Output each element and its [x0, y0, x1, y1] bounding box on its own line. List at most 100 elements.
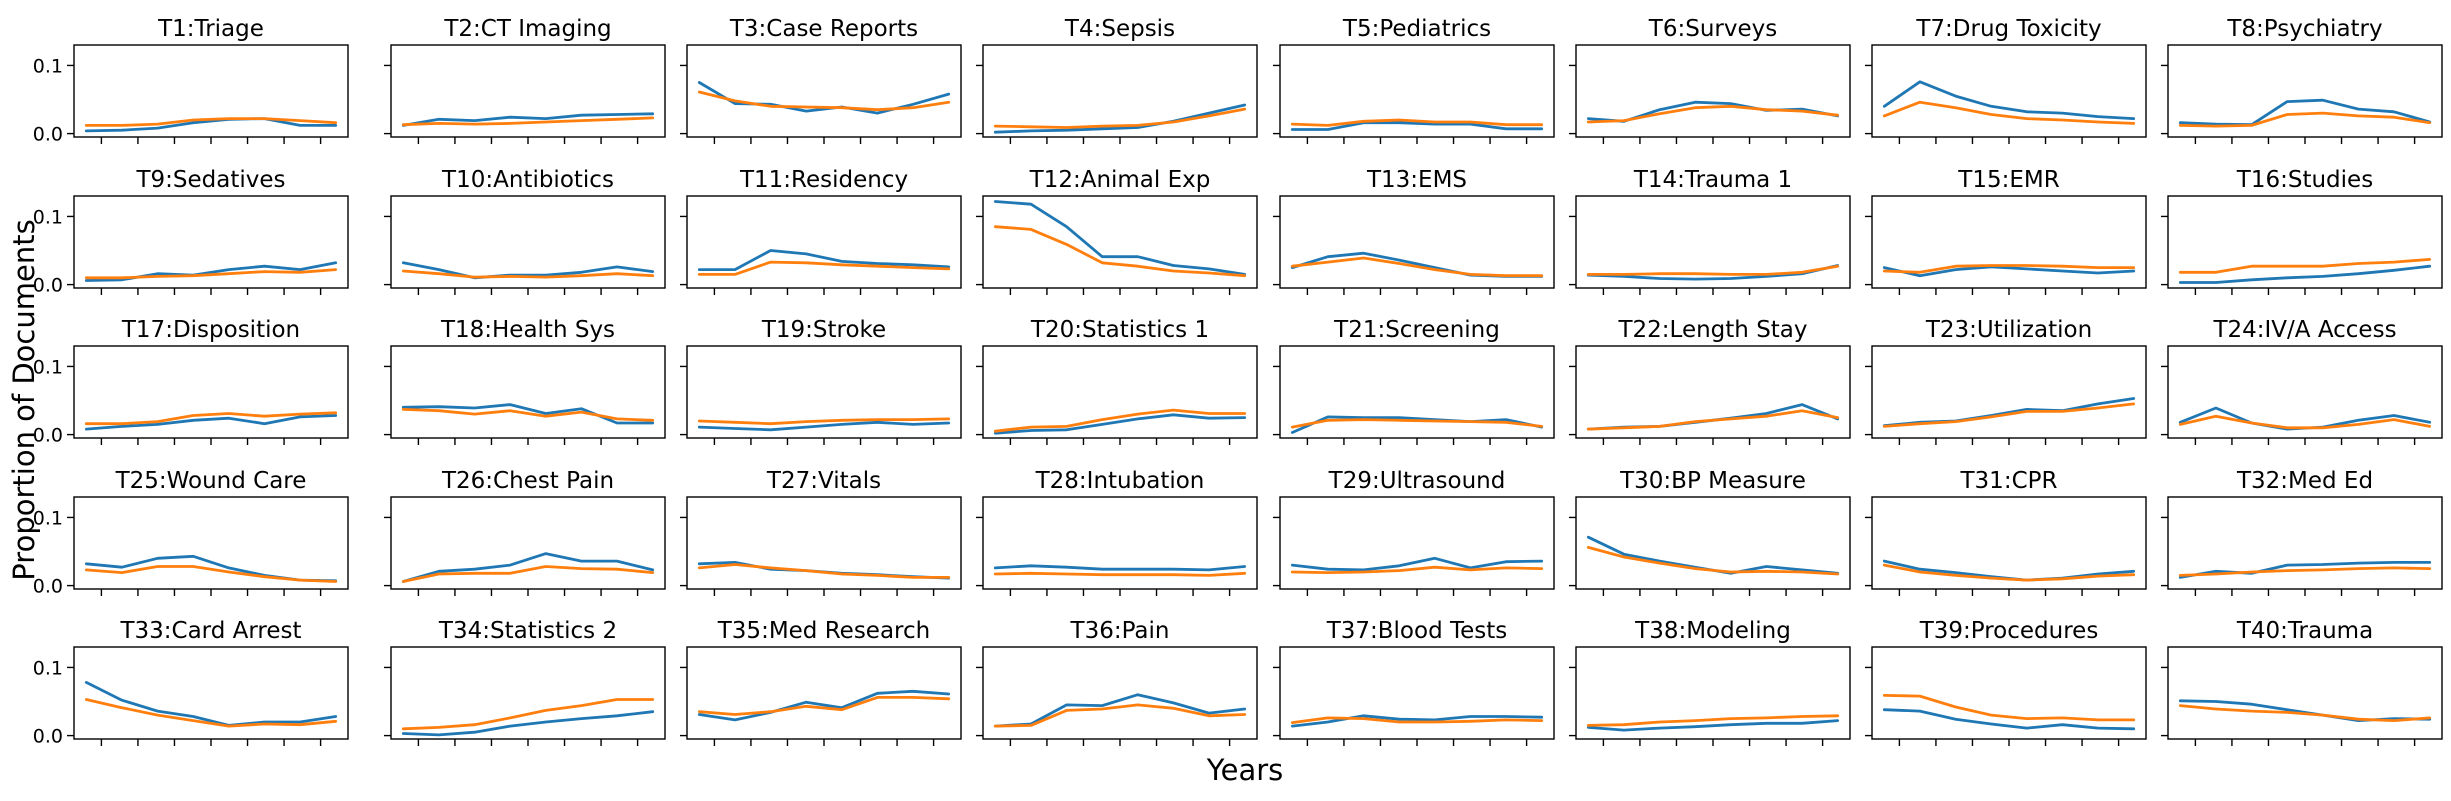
series-line-2: [84, 565, 338, 583]
panel-11: T11:Residency: [680, 167, 962, 295]
series-line-2: [1290, 418, 1544, 429]
panel-title: T14:Trauma 1: [1633, 167, 1792, 193]
series-line-1: [1586, 535, 1840, 575]
series-line-2: [697, 563, 951, 579]
panel-1: T1:Triage 0.0 0.1: [33, 16, 349, 146]
panel-40: T40:Trauma: [2161, 618, 2443, 746]
panel-frame: [1575, 345, 1851, 439]
series-line-1: [697, 249, 951, 272]
panel-32: T32:Med Ed: [2161, 468, 2443, 596]
panel-title: T1:Triage: [157, 16, 264, 42]
series-line-2: [401, 116, 655, 127]
panel-28: T28:Intubation: [976, 468, 1258, 596]
panel-title: T9:Sedatives: [135, 167, 285, 193]
series-line-1: [1882, 397, 2136, 428]
panel-title: T10:Antibiotics: [441, 167, 614, 193]
series-line-2: [1586, 546, 1840, 576]
panel-frame: [1279, 195, 1555, 289]
panel-title: T25:Wound Care: [115, 468, 307, 494]
panel-title: T18:Health Sys: [440, 317, 615, 343]
panel-frame: [982, 345, 1258, 439]
panel-title: T2:CT Imaging: [443, 16, 611, 42]
panel-30: T30:BP Measure: [1569, 468, 1851, 596]
series-line-1: [1586, 403, 1840, 431]
panel-grid: T1:Triage 0.0 0.1 T2:CT Imaging T3:Case Repo…: [33, 16, 2443, 748]
panel-title: T35:Med Research: [717, 618, 930, 644]
series-line-2: [2178, 111, 2432, 128]
panel-18: T18:Health Sys: [384, 317, 666, 445]
panel-title: T12:Animal Exp: [1029, 167, 1211, 193]
panel-title: T20:Statistics 1: [1030, 317, 1209, 343]
panel-title: T19:Stroke: [761, 317, 886, 343]
y-tick-label: 0.1: [33, 507, 63, 529]
series-line-1: [993, 413, 1247, 435]
panel-title: T40:Trauma: [2236, 618, 2373, 644]
panel-title: T32:Med Ed: [2236, 468, 2373, 494]
y-tick-label: 0.0: [33, 425, 63, 447]
panel-20: T20:Statistics 1: [976, 317, 1258, 445]
series-line-1: [993, 200, 1247, 276]
panel-12: T12:Animal Exp: [976, 167, 1258, 295]
panel-29: T29:Ultrasound: [1273, 468, 1555, 596]
series-line-2: [697, 90, 951, 112]
panel-9: T9:Sedatives 0.0 0.1: [33, 167, 349, 297]
panel-13: T13:EMS: [1273, 167, 1555, 295]
panel-frame: [73, 496, 349, 590]
series-line-2: [1586, 409, 1840, 431]
panel-frame: [686, 44, 962, 138]
panel-26: T26:Chest Pain: [384, 468, 666, 596]
panel-17: T17:Disposition 0.0 0.1: [33, 317, 349, 447]
y-tick-label: 0.1: [33, 657, 63, 679]
panel-title: T28:Intubation: [1035, 468, 1205, 494]
panel-title: T38:Modeling: [1634, 618, 1791, 644]
series-line-2: [2178, 414, 2432, 430]
series-line-1: [697, 420, 951, 432]
series-line-2: [697, 260, 951, 276]
y-axis-label: Proportion of Documents: [7, 219, 41, 580]
x-axis-label: Years: [1206, 753, 1284, 787]
panel-title: T22:Length Stay: [1617, 317, 1807, 343]
series-line-1: [2178, 699, 2432, 722]
panel-frame: [1279, 646, 1555, 740]
panel-2: T2:CT Imaging: [384, 16, 666, 144]
series-line-1: [1586, 264, 1840, 281]
series-line-2: [993, 703, 1247, 728]
panel-33: T33:Card Arrest 0.0 0.1: [33, 618, 349, 748]
series-line-2: [401, 269, 655, 279]
panel-title: T37:Blood Tests: [1326, 618, 1508, 644]
y-tick-label: 0.0: [33, 275, 63, 297]
series-line-1: [993, 564, 1247, 572]
panel-frame: [73, 44, 349, 138]
panel-title: T33:Card Arrest: [119, 618, 301, 644]
panel-title: T16:Studies: [2236, 167, 2373, 193]
series-line-1: [1882, 265, 2136, 278]
y-tick-label: 0.0: [33, 124, 63, 146]
series-line-2: [1586, 714, 1840, 727]
series-line-2: [1882, 402, 2136, 428]
series-line-1: [1882, 708, 2136, 731]
series-line-2: [1290, 256, 1544, 278]
panel-15: T15:EMR: [1865, 167, 2147, 295]
panel-39: T39:Procedures: [1865, 618, 2147, 746]
series-line-1: [1290, 251, 1544, 278]
series-line-1: [401, 552, 655, 583]
panel-31: T31:CPR: [1865, 468, 2147, 596]
panel-title: T11:Residency: [739, 167, 908, 193]
series-line-2: [993, 107, 1247, 129]
series-line-2: [1882, 694, 2136, 722]
panel-27: T27:Vitals: [680, 468, 962, 596]
series-line-2: [993, 571, 1247, 577]
panel-title: T27:Vitals: [766, 468, 881, 494]
series-line-2: [2178, 566, 2432, 577]
series-line-1: [993, 103, 1247, 134]
panel-34: T34:Statistics 2: [384, 618, 666, 746]
panel-title: T3:Case Reports: [729, 16, 918, 42]
panel-frame: [1279, 496, 1555, 590]
panel-25: T25:Wound Care 0.0 0.1: [33, 468, 349, 598]
panel-title: T4:Sepsis: [1064, 16, 1175, 42]
series-line-2: [2178, 704, 2432, 722]
panel-title: T26:Chest Pain: [441, 468, 614, 494]
panel-title: T39:Procedures: [1919, 618, 2099, 644]
y-tick-label: 0.1: [33, 356, 63, 378]
panel-frame: [2167, 345, 2443, 439]
